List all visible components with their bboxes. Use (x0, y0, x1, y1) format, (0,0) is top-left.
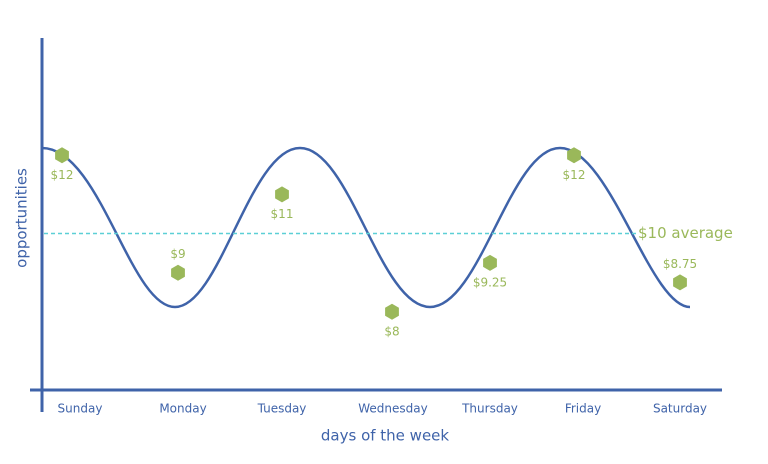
value-label: $9.25 (473, 275, 507, 289)
value-label: $8.75 (663, 257, 697, 271)
x-axis-title: days of the week (321, 427, 450, 445)
value-label: $11 (271, 207, 294, 221)
data-point (673, 274, 687, 291)
x-tick-label: Monday (159, 402, 206, 416)
data-point (275, 186, 289, 203)
data-point (385, 303, 399, 320)
x-tick-label: Sunday (58, 402, 103, 416)
y-axis-title: opportunities (13, 168, 31, 268)
wave-curve (41, 146, 691, 309)
value-label: $12 (51, 168, 74, 182)
data-point (483, 254, 497, 271)
x-tick-label: Tuesday (257, 402, 307, 416)
value-label: $12 (563, 168, 586, 182)
x-tick-label: Thursday (461, 402, 518, 416)
average-label: $10 average (638, 224, 733, 242)
data-point (55, 147, 69, 164)
value-label: $8 (384, 324, 399, 338)
x-tick-label: Wednesday (358, 402, 427, 416)
x-tick-label: Saturday (653, 402, 707, 416)
value-label: $9 (170, 247, 185, 261)
data-point (567, 147, 581, 164)
x-tick-label: Friday (565, 402, 601, 416)
data-point (171, 264, 185, 281)
